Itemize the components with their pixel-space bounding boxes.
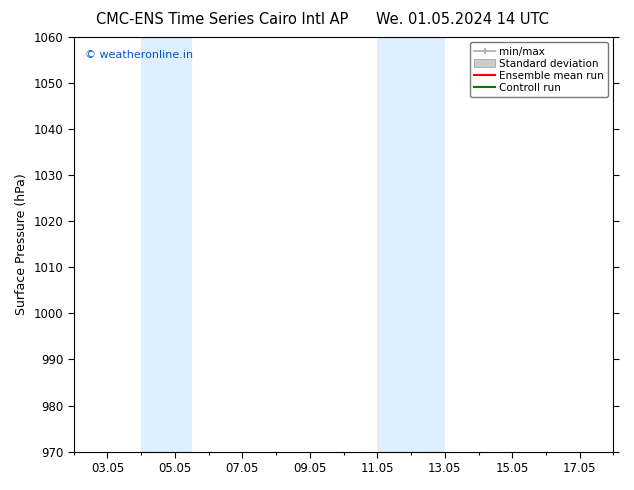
- Text: CMC-ENS Time Series Cairo Intl AP: CMC-ENS Time Series Cairo Intl AP: [96, 12, 348, 27]
- Text: © weatheronline.in: © weatheronline.in: [84, 49, 193, 60]
- Bar: [141, 37, 192, 452]
- Bar: [377, 37, 445, 452]
- Text: We. 01.05.2024 14 UTC: We. 01.05.2024 14 UTC: [377, 12, 549, 27]
- Legend: min/max, Standard deviation, Ensemble mean run, Controll run: min/max, Standard deviation, Ensemble me…: [470, 42, 608, 97]
- Y-axis label: Surface Pressure (hPa): Surface Pressure (hPa): [15, 173, 28, 315]
